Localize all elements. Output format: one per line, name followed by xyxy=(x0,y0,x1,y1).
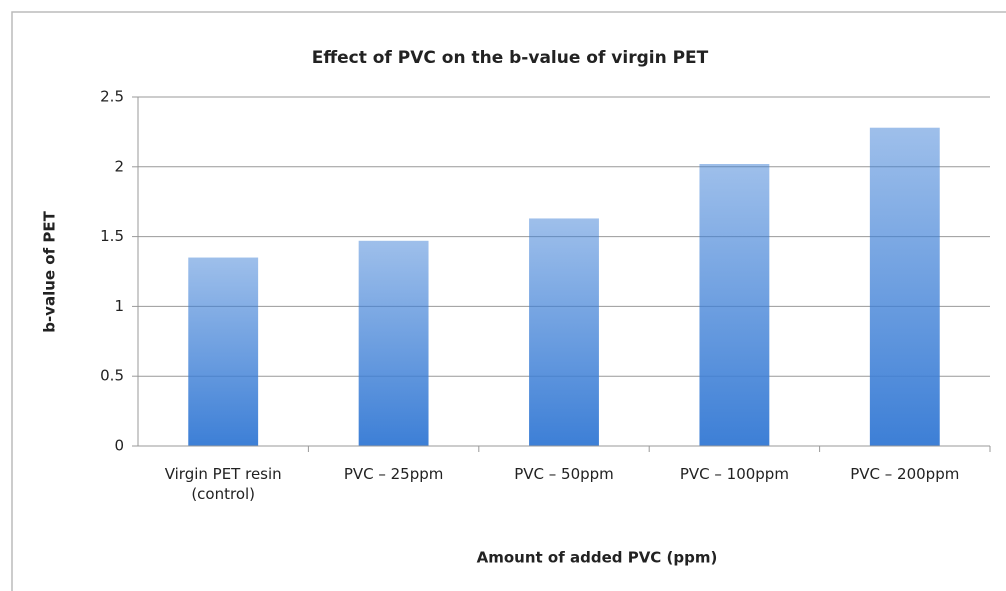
chart-title: Effect of PVC on the b-value of virgin P… xyxy=(312,48,709,68)
bar xyxy=(188,257,259,446)
x-tick-label: Virgin PET resin (control) xyxy=(164,465,282,503)
x-tick-label: PVC – 200ppm xyxy=(850,465,960,483)
y-tick-label: 0 xyxy=(114,437,124,455)
y-axis-title: b-value of PET xyxy=(41,210,59,332)
bar xyxy=(869,127,940,446)
y-tick-label: 2.5 xyxy=(100,88,124,106)
y-tick-label: 1.5 xyxy=(100,227,124,245)
y-tick-label: 1 xyxy=(114,297,124,315)
bar xyxy=(699,164,770,446)
y-tick-label: 2 xyxy=(114,157,124,175)
y-tick-label: 0.5 xyxy=(100,367,124,385)
bar xyxy=(529,218,599,446)
chart-frame xyxy=(11,11,1006,591)
x-tick-label: PVC – 50ppm xyxy=(514,465,614,483)
bar xyxy=(358,240,429,446)
x-tick-label: PVC – 25ppm xyxy=(343,465,444,483)
x-axis-title: Amount of added PVC (ppm) xyxy=(477,549,718,567)
x-tick-label: PVC – 100ppm xyxy=(679,465,789,483)
